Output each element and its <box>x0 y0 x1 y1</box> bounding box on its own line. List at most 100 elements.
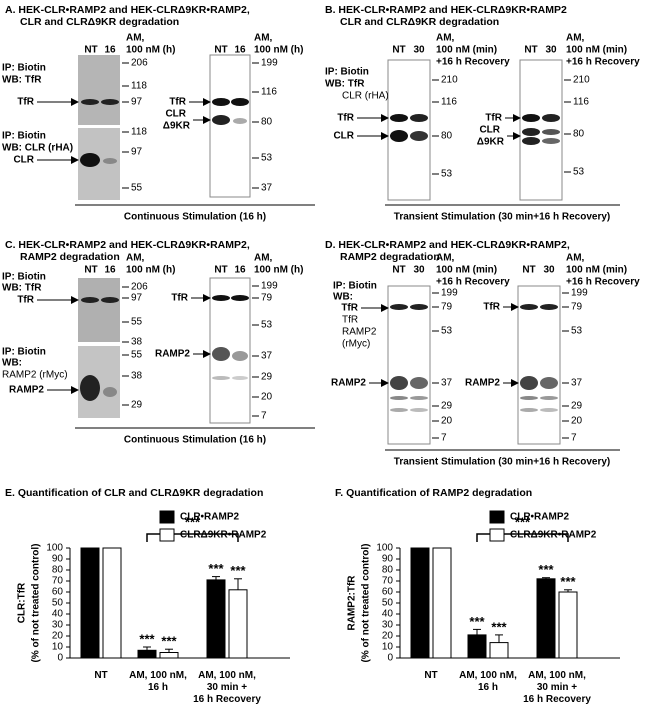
unit-label: AM, <box>566 253 585 264</box>
y-tick-label: 10 <box>382 642 394 653</box>
marker-label: 53 <box>571 326 583 337</box>
y-tick-label: 50 <box>52 598 64 609</box>
lane-label: 30 <box>543 265 555 276</box>
band-signal <box>390 114 408 122</box>
unit-label: 100 nM (min) <box>566 265 627 276</box>
band-signal <box>390 376 408 390</box>
unit-label: AM, <box>126 253 145 264</box>
probe-label: RAMP2 <box>342 327 377 338</box>
probe-label: WB: <box>2 358 22 369</box>
probe-label: WB: <box>333 292 353 303</box>
band-signal <box>103 158 117 164</box>
legend-label: CLRΔ9KR•RAMP2 <box>180 530 267 541</box>
lane-label: NT <box>84 265 97 276</box>
lane-label: 30 <box>413 265 425 276</box>
probe-label: WB: TfR <box>2 75 42 86</box>
band-label: TfR <box>171 293 188 304</box>
blot-image <box>517 285 561 445</box>
legend-label: CLR•RAMP2 <box>510 512 569 523</box>
significance-label: *** <box>560 574 576 589</box>
marker-label: 53 <box>573 167 585 178</box>
marker-label: 38 <box>131 371 143 382</box>
unit-label: +16 h Recovery <box>566 57 640 68</box>
band-signal <box>542 129 560 135</box>
significance-label: *** <box>538 562 554 577</box>
panel-title: B. HEK-CLR•RAMP2 and HEK-CLRΔ9KR•RAMP2 <box>325 4 567 16</box>
bar <box>536 578 556 659</box>
marker-label: 116 <box>573 97 589 108</box>
y-tick-label: 20 <box>382 631 394 642</box>
marker-label: 199 <box>571 288 588 299</box>
unit-label: AM, <box>126 33 145 44</box>
unit-label: 100 nM (min) <box>566 45 627 56</box>
band-signal <box>520 376 538 390</box>
lane-label: 16 <box>104 265 116 276</box>
marker-label: 80 <box>441 131 453 142</box>
unit-label: +16 h Recovery <box>566 277 640 288</box>
chart-title: F. Quantification of RAMP2 degradation <box>335 487 532 499</box>
band-signal <box>522 137 540 145</box>
marker-label: 37 <box>261 183 273 194</box>
marker-label: 118 <box>131 127 147 138</box>
y-tick-label: 0 <box>387 653 393 664</box>
band-signal <box>410 396 428 400</box>
legend-swatch <box>489 510 505 524</box>
unit-label: AM, <box>254 33 273 44</box>
legend-label: CLRΔ9KR•RAMP2 <box>510 530 597 541</box>
y-tick-label: 50 <box>382 598 394 609</box>
lane-label: NT <box>392 265 405 276</box>
band-signal <box>542 138 560 144</box>
unit-label: 100 nM (min) <box>436 265 497 276</box>
y-tick-label: 90 <box>382 554 394 565</box>
y-tick-label: 0 <box>57 653 63 664</box>
x-tick-label: NT <box>94 670 107 681</box>
marker-label: 7 <box>571 433 577 444</box>
y-tick-label: 60 <box>52 587 64 598</box>
significance-bracket <box>476 533 569 542</box>
band-signal <box>212 347 230 361</box>
panel-title: C. HEK-CLR•RAMP2 and HEK-CLRΔ9KR•RAMP2, <box>5 239 250 251</box>
band-signal <box>231 295 249 301</box>
significance-label: *** <box>230 563 246 578</box>
bar <box>137 649 157 659</box>
marker-label: 199 <box>261 58 278 69</box>
band-label: CLR <box>479 125 500 136</box>
probe-label: WB: CLR (rHA) <box>2 143 73 154</box>
bar <box>80 547 100 659</box>
probe-label: IP: Biotin <box>2 131 46 142</box>
band-signal <box>540 304 558 310</box>
band-signal <box>80 153 100 167</box>
marker-label: 210 <box>573 75 590 86</box>
y-tick-label: 30 <box>52 620 64 631</box>
blot-image <box>78 278 120 342</box>
band-label: CLR <box>165 109 186 120</box>
marker-label: 55 <box>131 183 143 194</box>
y-tick-label: 60 <box>382 587 394 598</box>
panel-title: A. HEK-CLR•RAMP2 and HEK-CLRΔ9KR•RAMP2, <box>5 4 250 16</box>
band-signal <box>233 118 247 124</box>
probe-label: TfR <box>342 315 358 326</box>
lane-label: NT <box>524 45 537 56</box>
bar <box>159 652 179 659</box>
marker-label: 29 <box>261 372 273 383</box>
marker-label: 20 <box>571 416 583 427</box>
band-signal <box>410 377 428 389</box>
x-tick-label: AM, 100 nM, 30 min +16 h Recovery <box>193 670 261 705</box>
unit-label: +16 h Recovery <box>436 57 510 68</box>
significance-label: *** <box>161 634 177 649</box>
band-signal <box>410 304 428 310</box>
legend-swatch <box>159 528 175 542</box>
band-signal <box>212 376 230 380</box>
band-signal <box>390 304 408 310</box>
lane-label: 16 <box>234 45 246 56</box>
y-tick-label: 70 <box>52 576 64 587</box>
marker-label: 20 <box>261 392 273 403</box>
band-label: Δ9KR <box>477 137 505 148</box>
significance-label: *** <box>491 619 507 634</box>
y-axis-label: RAMP2:TfR <box>347 575 358 631</box>
marker-label: 53 <box>261 320 273 331</box>
marker-label: 116 <box>441 97 457 108</box>
lane-label: NT <box>214 45 227 56</box>
y-tick-label: 10 <box>52 642 64 653</box>
significance-label: *** <box>469 614 485 629</box>
